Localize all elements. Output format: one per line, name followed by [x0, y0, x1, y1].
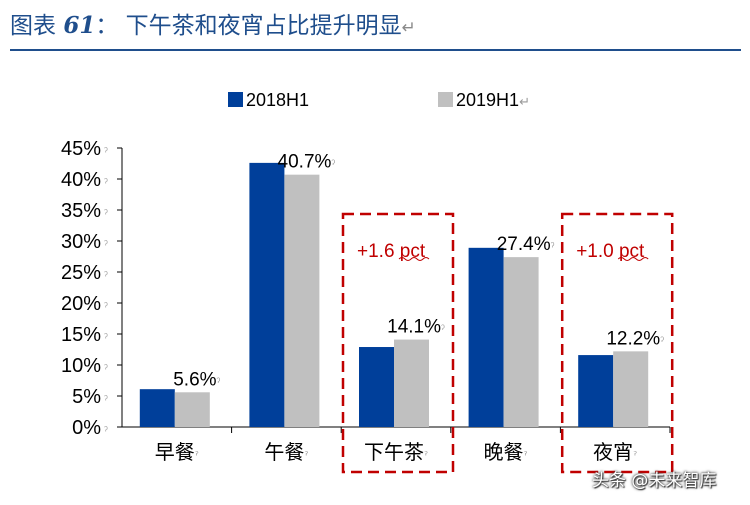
legend-label-2018H1: 2018H1 — [246, 90, 309, 110]
legend-swatch-2019H1 — [438, 92, 453, 107]
bar-2019H1-早餐 — [174, 392, 210, 427]
bar-2019H1-午餐 — [284, 174, 320, 427]
y-tick-mark-glyph: ˀ — [104, 239, 108, 251]
y-tick-label: 20% — [61, 293, 101, 315]
bar-2018H1-夜宵 — [578, 355, 614, 427]
y-tick-label: 5% — [72, 386, 101, 408]
title-divider — [10, 49, 741, 51]
data-label: 40.7%ˀ — [278, 152, 336, 173]
y-tick-mark-glyph: ˀ — [104, 146, 108, 158]
highlight-box — [560, 212, 674, 474]
y-tick-mark-glyph: ˀ — [104, 363, 108, 375]
legend-label-2019H1: 2019H1↵ — [456, 90, 530, 110]
y-tick-label: 0% — [72, 417, 101, 439]
highlight-annotation: +1.6 pct — [357, 241, 426, 262]
return-mark-icon: ↵ — [401, 18, 416, 38]
highlight-box — [341, 212, 455, 474]
data-label: 14.1%ˀ — [387, 317, 445, 338]
data-label: 12.2%ˀ — [606, 328, 664, 349]
y-tick-mark-glyph: ˀ — [104, 208, 108, 220]
data-label: 27.4%ˀ — [497, 234, 555, 255]
bar-2018H1-晚餐 — [468, 247, 504, 427]
figure-label: 图表 — [10, 13, 56, 39]
y-tick-label: 25% — [61, 262, 101, 284]
y-tick-mark-glyph: ˀ — [104, 425, 108, 437]
x-tick-label: 晚餐ˀ — [484, 440, 528, 464]
y-tick-label: 15% — [61, 324, 101, 346]
bar-2018H1-午餐 — [249, 162, 285, 427]
legend-swatch-2018H1 — [228, 92, 243, 107]
x-tick-label: 下午茶ˀ — [364, 440, 428, 464]
y-tick-label: 10% — [61, 355, 101, 377]
y-tick-mark-glyph: ˀ — [104, 177, 108, 189]
y-tick-mark-glyph: ˀ — [104, 301, 108, 313]
bar-2019H1-夜宵 — [613, 351, 649, 427]
y-tick-mark-glyph: ˀ — [104, 394, 108, 406]
y-tick-label: 35% — [61, 200, 101, 222]
x-tick-label: 夜宵ˀ — [593, 440, 637, 464]
spellcheck-underline — [617, 257, 649, 261]
y-tick-mark-glyph: ˀ — [104, 332, 108, 344]
y-tick-label: 40% — [61, 169, 101, 191]
bar-2019H1-晚餐 — [503, 257, 539, 427]
figure-title-text: 下午茶和夜宵占比提升明显 — [125, 13, 402, 39]
bar-2018H1-下午茶 — [359, 347, 394, 427]
y-tick-label: 30% — [61, 231, 101, 253]
bar-2018H1-早餐 — [139, 389, 175, 427]
figure-number: 61 — [63, 12, 96, 39]
x-tick-label: 早餐ˀ — [155, 440, 199, 464]
y-tick-mark-glyph: ˀ — [104, 270, 108, 282]
x-tick-label: 午餐ˀ — [264, 440, 308, 464]
figure-title: 图表 61： 下午茶和夜宵占比提升明显↵ — [10, 6, 740, 46]
y-tick-label: 45% — [61, 138, 101, 160]
spellcheck-underline — [398, 257, 430, 261]
figure-separator: ： — [95, 13, 119, 39]
data-label: 5.6%ˀ — [173, 369, 220, 390]
highlight-annotation: +1.0 pct — [576, 241, 645, 262]
watermark: 头条 @未来智库 — [592, 471, 717, 491]
bar-2019H1-下午茶 — [394, 339, 429, 427]
